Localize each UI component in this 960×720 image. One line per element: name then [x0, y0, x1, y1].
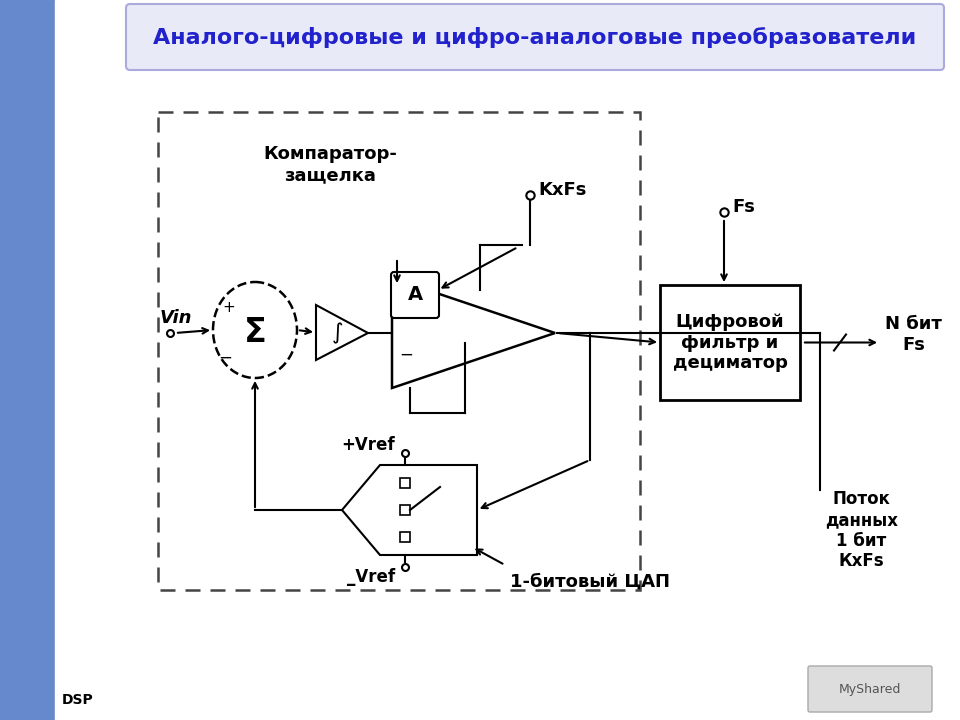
Text: +Vref: +Vref: [342, 436, 395, 454]
Bar: [400, 505, 410, 515]
Text: −: −: [399, 346, 413, 364]
Text: _Vref: _Vref: [347, 568, 395, 586]
Text: DSP: DSP: [62, 693, 94, 707]
FancyBboxPatch shape: [808, 666, 932, 712]
Text: +: +: [399, 304, 413, 318]
Text: Компаратор-
защелка: Компаратор- защелка: [263, 145, 396, 184]
Text: +: +: [223, 300, 235, 315]
FancyBboxPatch shape: [391, 272, 439, 318]
Text: Цифровой
фильтр и
дециматор: Цифровой фильтр и дециматор: [673, 312, 787, 372]
Bar: [400, 478, 410, 488]
Ellipse shape: [213, 282, 297, 378]
Polygon shape: [316, 305, 368, 360]
Polygon shape: [392, 278, 555, 388]
Bar: [400, 532, 410, 542]
Text: Vin: Vin: [160, 309, 193, 327]
Text: N бит
Fs: N бит Fs: [885, 315, 942, 354]
Text: ∫: ∫: [332, 323, 344, 343]
Text: 1-битовый ЦАП: 1-битовый ЦАП: [510, 573, 670, 591]
Text: KxFs: KxFs: [538, 181, 587, 199]
Bar: [0, 0, 55, 720]
Text: Поток
данных
1 бит
КxFs: Поток данных 1 бит КxFs: [825, 490, 898, 570]
Text: Аналого-цифровые и цифро-аналоговые преобразователи: Аналого-цифровые и цифро-аналоговые прео…: [154, 27, 917, 48]
Bar: [158, 112, 640, 590]
FancyBboxPatch shape: [126, 4, 944, 70]
Text: MyShared: MyShared: [839, 683, 901, 696]
Polygon shape: [342, 465, 477, 555]
Text: A: A: [407, 286, 422, 305]
Text: −: −: [218, 349, 232, 367]
Bar: [660, 285, 800, 400]
Text: Fs: Fs: [732, 198, 755, 216]
Text: Σ: Σ: [244, 315, 267, 348]
